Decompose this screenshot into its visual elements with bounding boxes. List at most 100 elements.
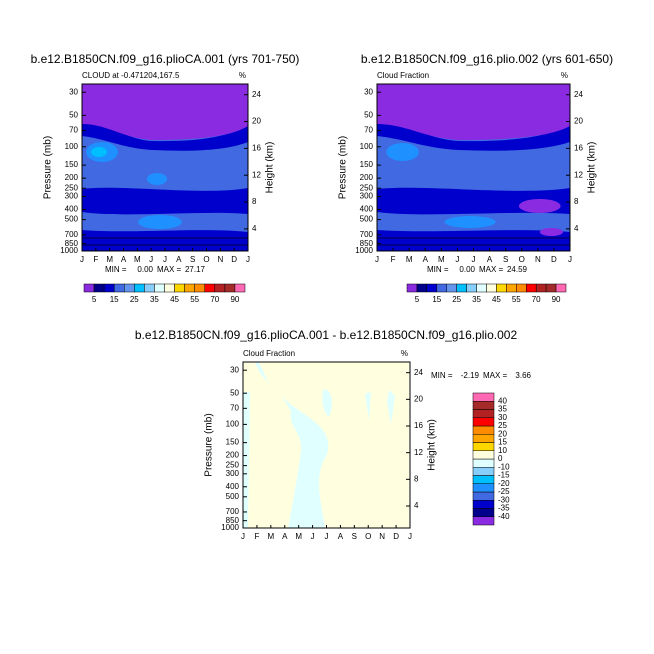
colorbar-label: 15 — [432, 295, 441, 304]
colorbar-box — [204, 283, 216, 293]
y-tick-label: 300 — [65, 192, 79, 201]
y-tick-label: 30 — [364, 87, 373, 96]
colorbar-box — [472, 458, 495, 468]
y2-tick-label: 20 — [574, 117, 583, 126]
colorbar-box — [406, 283, 418, 293]
colorbar-label: -15 — [498, 471, 510, 480]
stat-name: MIN = — [105, 265, 127, 274]
colorbar-box — [214, 283, 226, 293]
unit: % — [561, 71, 568, 80]
y-tick-label: 500 — [360, 215, 374, 224]
colorbar-box — [184, 283, 195, 293]
contour-fill — [82, 84, 248, 251]
chart-title: b.e12.B1850CN.f09_g16.plioCA.001 - b.e12… — [135, 328, 518, 342]
x-tick-label: N — [217, 255, 223, 264]
x-tick-label: J — [472, 255, 476, 264]
x-tick-label: S — [352, 532, 357, 541]
y-tick-label: 100 — [360, 142, 374, 151]
x-tick-label: M — [106, 255, 113, 264]
y-tick-label: 850 — [65, 239, 79, 248]
y-tick-label: 30 — [69, 87, 78, 96]
colorbar-label: 15 — [498, 438, 507, 447]
colorbar-box — [486, 283, 497, 293]
y-axis-title: Pressure (mb) — [43, 136, 54, 199]
x-tick-label: F — [254, 532, 259, 541]
colorbar-box — [472, 442, 495, 451]
colorbar-label: 5 — [92, 295, 97, 304]
x-tick-label: J — [408, 532, 412, 541]
y-tick-label: 100 — [226, 419, 240, 428]
x-tick-label: S — [190, 255, 195, 264]
colorbar-box — [83, 283, 95, 293]
colorbar-box — [93, 283, 105, 293]
x-tick-label: J — [80, 255, 84, 264]
colorbar-box — [194, 283, 205, 293]
y-tick-label: 50 — [364, 110, 373, 119]
colorbar-label: -10 — [498, 462, 510, 471]
colorbar-box — [472, 417, 495, 427]
colorbar-label: 10 — [498, 446, 507, 455]
y-tick-label: 70 — [69, 126, 78, 135]
y2-tick-label: 8 — [414, 474, 419, 483]
y2-tick-label: 16 — [252, 143, 261, 152]
y2-tick-label: 24 — [252, 90, 261, 99]
y2-axis-title: Height (km) — [265, 142, 276, 194]
colorbar-label: -40 — [498, 512, 510, 521]
colorbar-box — [472, 425, 495, 435]
x-tick-label: J — [149, 255, 153, 264]
y2-tick-label: 24 — [414, 368, 423, 377]
y-tick-label: 50 — [69, 110, 78, 119]
x-tick-label: A — [282, 532, 288, 541]
colorbar-box — [555, 283, 567, 293]
y-tick-label: 300 — [226, 469, 240, 478]
y2-tick-label: 8 — [252, 197, 257, 206]
colorbar-box — [174, 283, 185, 293]
y-tick-label: 250 — [226, 461, 240, 470]
colorbar-label: 45 — [170, 295, 179, 304]
y-tick-label: 700 — [360, 230, 374, 239]
colorbar-box — [234, 283, 246, 293]
colorbar-label: -35 — [498, 504, 510, 513]
colorbar-box — [496, 283, 507, 293]
colorbar-label: 70 — [210, 295, 219, 304]
x-tick-label: D — [393, 532, 399, 541]
colorbar-box — [545, 283, 557, 293]
y-tick-label: 850 — [226, 516, 240, 525]
stat-value: 24.59 — [507, 265, 528, 274]
y-tick-label: 250 — [360, 183, 374, 192]
colorbar-box — [472, 516, 495, 526]
y-tick-label: 400 — [226, 482, 240, 491]
x-tick-label: J — [568, 255, 572, 264]
y2-tick-label: 24 — [574, 90, 583, 99]
colorbar-box — [164, 283, 175, 293]
subtitle: CLOUD at -0.471204,167.5 — [82, 71, 180, 80]
colorbar-label: 45 — [492, 295, 501, 304]
colorbar-label: 15 — [110, 295, 119, 304]
y2-tick-label: 12 — [574, 170, 583, 179]
colorbar-box — [506, 283, 517, 293]
y2-tick-label: 20 — [414, 394, 423, 403]
colorbar-box — [113, 283, 125, 293]
y2-tick-label: 4 — [252, 224, 257, 233]
x-tick-label: O — [365, 532, 371, 541]
y-tick-label: 500 — [226, 492, 240, 501]
y2-tick-label: 16 — [574, 143, 583, 152]
y-tick-label: 150 — [360, 160, 374, 169]
colorbar-box — [472, 508, 495, 517]
y-axis-title: Pressure (mb) — [338, 136, 349, 199]
y2-tick-label: 8 — [574, 197, 579, 206]
x-tick-label: J — [163, 255, 167, 264]
y2-tick-label: 12 — [252, 170, 261, 179]
y-tick-label: 850 — [360, 239, 374, 248]
x-tick-label: M — [295, 532, 302, 541]
stat-value: 0.00 — [137, 265, 153, 274]
y-tick-label: 700 — [226, 507, 240, 516]
colorbar-box — [154, 283, 165, 293]
colorbar-box — [472, 392, 495, 402]
y-tick-label: 200 — [65, 173, 79, 182]
colorbar-label: 25 — [130, 295, 139, 304]
y-tick-label: 100 — [65, 142, 79, 151]
x-tick-label: A — [176, 255, 182, 264]
chart-title: b.e12.B1850CN.f09_g16.plioCA.001 (yrs 70… — [31, 52, 300, 66]
